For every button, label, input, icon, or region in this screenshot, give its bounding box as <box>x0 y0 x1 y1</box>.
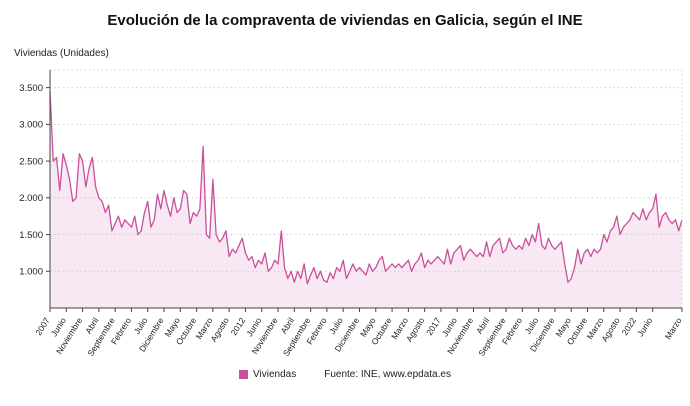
y-tick-label: 2.500 <box>19 156 43 167</box>
y-tick-label: 1.500 <box>19 230 43 241</box>
source-text: Fuente: INE, www.epdata.es <box>324 369 451 380</box>
series-color-swatch-icon <box>239 370 249 379</box>
chart-canvas: 1.0001.5002.0002.5003.0003.5002007JunioN… <box>19 69 684 358</box>
y-tick-label: 3.000 <box>19 120 43 131</box>
y-tick-label: 2.000 <box>19 193 43 204</box>
series-area <box>50 91 682 309</box>
y-tick-label: 3.500 <box>19 83 43 94</box>
legend: Viviendas Fuente: INE, www.epdata.es <box>0 369 690 380</box>
series-line <box>49 91 683 285</box>
y-tick-label: 1.000 <box>19 267 43 278</box>
legend-item-viviendas: Viviendas <box>239 369 296 380</box>
x-tick-label: Junio <box>635 316 654 339</box>
x-tick-label: Marzo <box>663 316 684 342</box>
y-axis-unit-label: Viviendas (Unidades) <box>14 48 109 59</box>
legend-series-label: Viviendas <box>253 369 297 380</box>
chart-title: Evolución de la compraventa de viviendas… <box>107 12 583 29</box>
